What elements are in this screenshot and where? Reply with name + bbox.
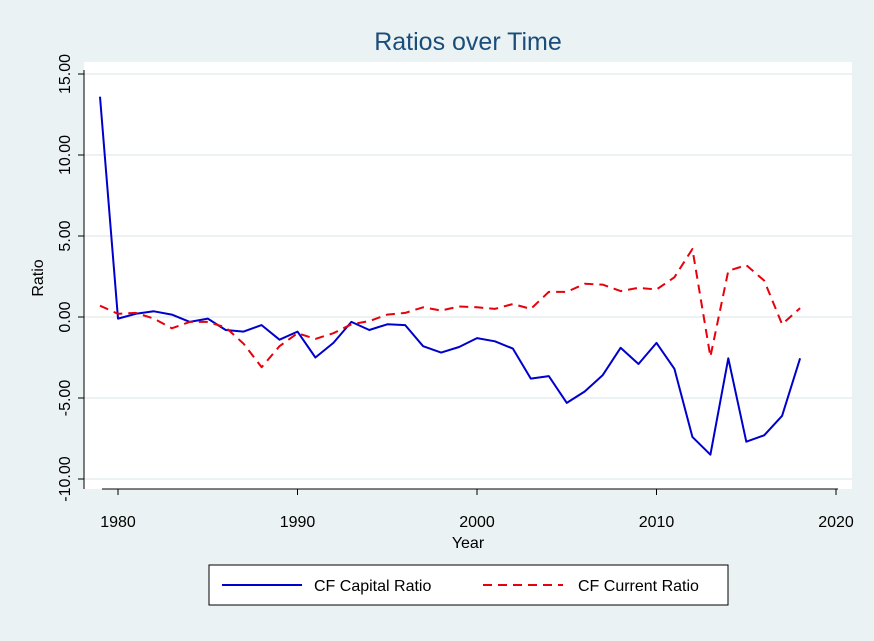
tick-layer: -10.00 -5.00 0.00 5.00 10.00 15.00 1980 1990 200… — [57, 54, 854, 531]
plot-area — [84, 62, 852, 489]
y-tick-label: -5.00 — [57, 380, 74, 417]
x-tick-label: 2000 — [459, 514, 495, 531]
grid-layer — [84, 73, 852, 480]
x-tick-label: 2010 — [639, 514, 675, 531]
y-axis-label: Ratio — [30, 259, 47, 296]
x-tick-label: 2020 — [818, 514, 854, 531]
y-tick-label: 0.00 — [57, 301, 74, 332]
axis-layer — [83, 70, 838, 490]
x-tick-label: 1990 — [280, 514, 316, 531]
legend-label-cf-capital-ratio: CF Capital Ratio — [314, 578, 431, 595]
legend: CF Capital Ratio CF Current Ratio — [208, 564, 729, 606]
y-tick-label: 5.00 — [57, 220, 74, 251]
chart-title: Ratios over Time — [374, 28, 562, 56]
y-tick-label: -10.00 — [57, 456, 74, 501]
y-tick-label: 15.00 — [57, 54, 74, 94]
x-tick-label: 1980 — [100, 514, 136, 531]
legend-label-cf-current-ratio: CF Current Ratio — [578, 578, 699, 595]
y-tick-label: 10.00 — [57, 135, 74, 175]
x-axis-label: Year — [452, 535, 485, 552]
series-layer — [99, 96, 802, 456]
series-line-cf-current-ratio — [99, 248, 801, 369]
